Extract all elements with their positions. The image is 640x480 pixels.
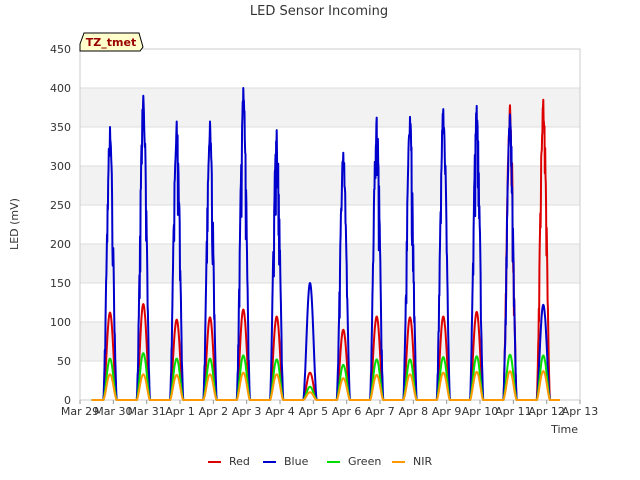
y-tick-label: 150 xyxy=(50,277,71,290)
y-axis: 0 50 100 150 200 250 300 350 400 450 xyxy=(50,43,71,407)
x-tick-label: Apr 9 xyxy=(432,405,462,418)
y-tick-label: 350 xyxy=(50,121,71,134)
x-tick-label: Apr 10 xyxy=(462,405,499,418)
annotation-tag: TZ_tmet xyxy=(79,32,144,52)
y-tick-label: 250 xyxy=(50,199,71,212)
x-tick-label: Apr 2 xyxy=(199,405,229,418)
grid-band xyxy=(80,361,580,400)
x-tick-label: Mar 31 xyxy=(128,405,166,418)
x-tick-label: Mar 29 xyxy=(61,405,99,418)
legend-label: Red xyxy=(229,455,250,468)
y-tick-label: 200 xyxy=(50,238,71,251)
x-tick-label: Mar 30 xyxy=(94,405,132,418)
grid-band xyxy=(80,166,580,205)
grid-band xyxy=(80,244,580,283)
grid-bands xyxy=(80,49,580,400)
y-tick-label: 100 xyxy=(50,316,71,329)
y-axis-label: LED (mV) xyxy=(8,198,21,250)
series-line-nir xyxy=(91,370,560,401)
grid-band xyxy=(80,322,580,361)
legend-label: Green xyxy=(348,455,381,468)
y-tick-label: 450 xyxy=(50,43,71,56)
chart-title: LED Sensor Incoming xyxy=(250,4,388,19)
y-tick-label: 400 xyxy=(50,82,71,95)
grid-band xyxy=(80,127,580,166)
x-tick-label: Apr 12 xyxy=(528,405,565,418)
y-tick-label: 300 xyxy=(50,160,71,173)
grid-band xyxy=(80,49,580,88)
grid-band xyxy=(80,205,580,244)
annotation-box xyxy=(79,32,144,52)
x-tick-label: Apr 6 xyxy=(332,405,362,418)
y-tick-label: 0 xyxy=(64,394,71,407)
x-tick-label: Apr 11 xyxy=(495,405,532,418)
legend-label: Blue xyxy=(284,455,309,468)
legend: Red Blue Green NIR xyxy=(208,455,432,468)
x-axis-label: Time xyxy=(550,423,578,436)
x-tick-label: Apr 1 xyxy=(165,405,195,418)
series-layer xyxy=(91,87,560,401)
legend-label: NIR xyxy=(413,455,432,468)
x-tick-label: Apr 5 xyxy=(299,405,329,418)
grid-band xyxy=(80,88,580,127)
x-tick-label: Apr 8 xyxy=(399,405,429,418)
grid-band xyxy=(80,283,580,322)
x-tick-label: Apr 13 xyxy=(562,405,599,418)
x-tick-label: Apr 4 xyxy=(265,405,295,418)
annotation-text: TZ_tmet xyxy=(86,36,136,49)
x-tick-label: Apr 7 xyxy=(365,405,395,418)
y-tick-label: 50 xyxy=(57,355,71,368)
x-tick-label: Apr 3 xyxy=(232,405,262,418)
